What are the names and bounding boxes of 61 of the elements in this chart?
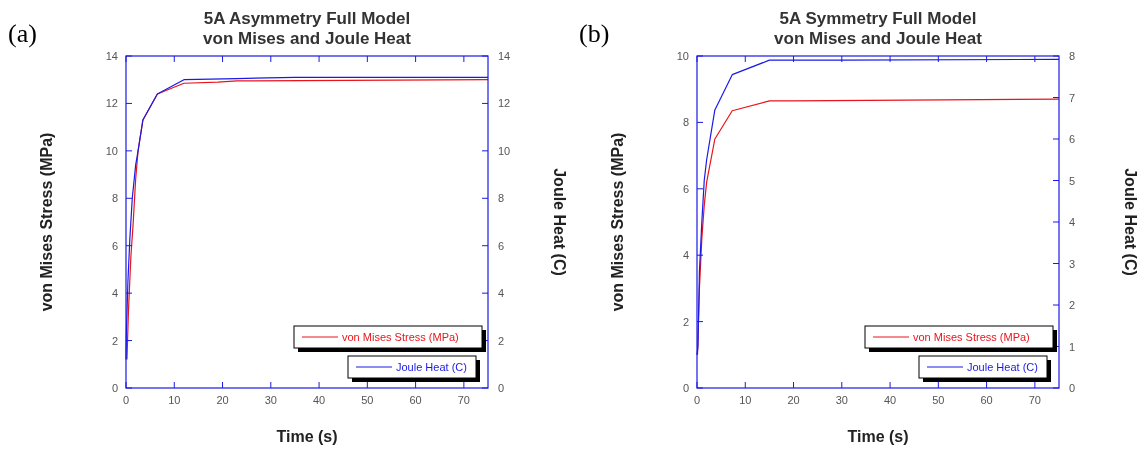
y2-tick-label: 0: [1069, 382, 1076, 394]
legend-label: von Mises Stress (MPa): [342, 331, 459, 343]
chart-title: 5A Symmetry Full Model von Mises and Joule Heat: [774, 9, 983, 48]
legend-label: Joule Heat (C): [967, 361, 1038, 373]
y2-tick-label: 10: [498, 144, 511, 157]
x-tick-label: 40: [883, 394, 897, 406]
y2-tick-label: 2: [1069, 299, 1076, 311]
y-tick-label: 0: [111, 382, 118, 394]
y-tick-label: 2: [682, 315, 689, 328]
y-tick-label: 10: [105, 144, 118, 157]
x-tick-label: 30: [835, 394, 848, 406]
y-tick-label: 12: [105, 97, 118, 110]
x-axis-title: Time (s): [276, 428, 338, 445]
x-axis-title: Time (s): [847, 428, 909, 445]
x-tick-label: 20: [787, 394, 800, 406]
y-tick-label: 10: [676, 50, 689, 62]
y2-tick-label: 1: [1069, 340, 1076, 353]
y-tick-label: 8: [111, 192, 118, 205]
y2-axis-title: Joule Heat (C): [551, 168, 568, 276]
text: (a): [8, 19, 37, 48]
x-tick-label: 0: [122, 394, 130, 406]
y-tick-label: 6: [682, 182, 689, 195]
y2-tick-label: 6: [1069, 133, 1076, 145]
y-axis-title: von Mises Stress (MPa): [609, 132, 626, 312]
y2-tick-label: 8: [498, 192, 505, 205]
y2-tick-label: 2: [498, 334, 505, 347]
x-tick-label: 30: [264, 394, 277, 406]
y2-tick-label: 8: [1069, 50, 1076, 62]
y2-tick-label: 7: [1069, 91, 1076, 104]
legend-label: Joule Heat (C): [396, 361, 467, 373]
x-tick-label: 20: [216, 394, 229, 406]
y2-axis-title: Joule Heat (C): [1122, 168, 1139, 276]
x-tick-label: 70: [457, 394, 470, 406]
y2-tick-label: 14: [498, 50, 511, 62]
y2-tick-label: 4: [1069, 216, 1076, 228]
y-tick-label: 2: [111, 334, 118, 347]
y2-tick-label: 12: [498, 97, 511, 110]
y2-tick-label: 3: [1069, 257, 1076, 270]
y-tick-label: 14: [105, 50, 118, 62]
y-tick-label: 4: [682, 249, 689, 262]
y-tick-label: 8: [682, 116, 689, 129]
y-axis-title: von Mises Stress (MPa): [38, 132, 55, 312]
y-tick-label: 0: [682, 382, 689, 394]
x-tick-label: 0: [693, 394, 701, 406]
y2-tick-label: 0: [498, 382, 505, 394]
x-tick-label: 60: [980, 394, 993, 406]
y2-tick-label: 6: [498, 239, 505, 252]
x-tick-label: 70: [1028, 394, 1041, 406]
x-tick-label: 60: [409, 394, 422, 406]
x-tick-label: 50: [361, 394, 374, 406]
x-tick-label: 10: [168, 394, 181, 406]
y2-tick-label: 4: [498, 287, 505, 300]
text: (b): [579, 19, 610, 48]
legend-label: von Mises Stress (MPa): [913, 331, 1030, 343]
x-tick-label: 50: [932, 394, 945, 406]
x-tick-label: 40: [312, 394, 326, 406]
y2-tick-label: 5: [1069, 174, 1076, 187]
y-tick-label: 4: [111, 287, 118, 300]
x-tick-label: 10: [739, 394, 752, 406]
y-tick-label: 6: [111, 239, 118, 252]
chart-title: 5A Asymmetry Full Model von Mises and Joule Heat: [203, 9, 412, 48]
